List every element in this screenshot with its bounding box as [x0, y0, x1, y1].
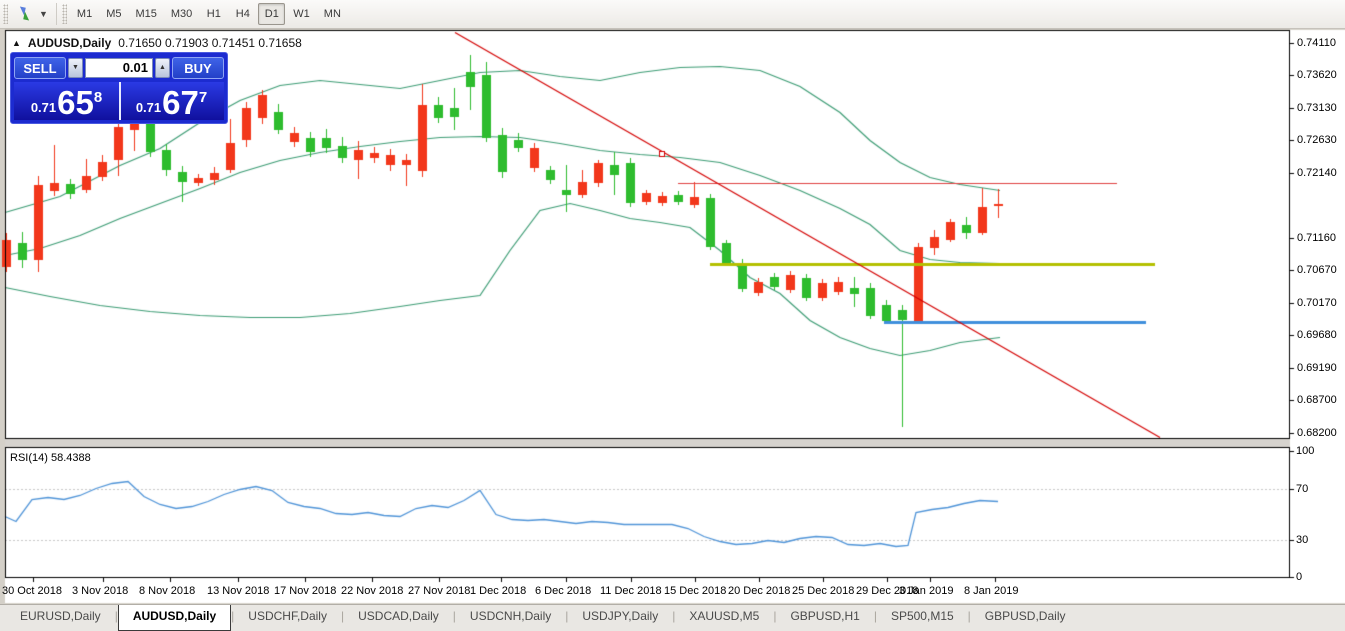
date-axis-label: 20 Dec 2018 — [728, 585, 791, 597]
price-axis-label: 0.70670 — [1297, 264, 1337, 276]
timeframe-button-mn[interactable]: MN — [323, 8, 341, 20]
symbol-tab-xauusd[interactable]: XAUUSD,M5 — [689, 609, 760, 623]
one-click-trading-panel: SELL ▼ 0.01 ▲ BUY 0.71 65 8 0.71 67 7 — [10, 52, 228, 124]
timeframe-button-m30[interactable]: M30 — [170, 8, 193, 20]
date-axis-label: 1 Dec 2018 — [470, 585, 527, 597]
price-axis-label: 0.68200 — [1297, 427, 1337, 439]
tab-separator: | — [565, 609, 569, 623]
chevron-down-icon[interactable]: ▼ — [39, 9, 48, 19]
symbol-tab-audusd[interactable]: AUDUSD,Daily — [117, 605, 232, 631]
rsi-level-label: 0 — [1296, 571, 1303, 583]
symbol-tab-usdcnh[interactable]: USDCNH,Daily — [469, 609, 552, 623]
buy-price-display[interactable]: 0.71 67 7 — [119, 82, 224, 120]
sell-button[interactable]: SELL — [14, 57, 66, 79]
symbol-tab-bar: EURUSD,Daily | AUDUSD,Daily | USDCHF,Daily | U… — [0, 604, 1345, 631]
sell-price-big: 65 — [57, 84, 94, 121]
timeframe-button-h1[interactable]: H1 — [206, 8, 221, 20]
tab-separator: | — [967, 609, 971, 623]
date-axis-label: 3 Nov 2018 — [72, 585, 129, 597]
date-axis-label: 15 Dec 2018 — [664, 585, 727, 597]
toolbar: ▼ M1 M5 M15 M30 H1 H4 D1 W1 MN — [0, 0, 1345, 29]
timeframe-button-group: M1 M5 M15 M30 H1 H4 D1 W1 MN — [70, 3, 348, 25]
symbol-tab-usdjpy[interactable]: USDJPY,Daily — [582, 609, 659, 623]
lot-increase-button[interactable]: ▲ — [155, 58, 170, 78]
price-axis-label: 0.73130 — [1297, 102, 1337, 114]
symbol-tab-usdchf[interactable]: USDCHF,Daily — [248, 609, 327, 623]
toolbar-separator — [55, 3, 57, 25]
timeframe-button-d1[interactable]: D1 — [258, 3, 286, 25]
price-axis-label: 0.71160 — [1297, 232, 1336, 244]
price-axis-label: 0.69680 — [1297, 329, 1337, 341]
toolbar-grip[interactable] — [3, 4, 8, 24]
date-axis-label: 17 Nov 2018 — [274, 585, 337, 597]
timeframe-button-m5[interactable]: M5 — [106, 8, 122, 20]
sell-price-prefix: 0.71 — [30, 100, 57, 115]
ohlc-values: 0.71650 0.71903 0.71451 0.71658 — [118, 36, 302, 50]
buy-button[interactable]: BUY — [172, 57, 224, 79]
lot-size-input[interactable]: 0.01 — [85, 58, 153, 78]
sell-price-display[interactable]: 0.71 65 8 — [14, 82, 119, 120]
collapse-triangle-icon[interactable]: ▲ — [12, 38, 21, 48]
arrange-charts-icon[interactable] — [17, 5, 37, 23]
tab-separator: | — [452, 609, 456, 623]
symbol-tab-usdcad[interactable]: USDCAD,Daily — [358, 609, 439, 623]
date-axis-label: 22 Nov 2018 — [341, 585, 404, 597]
price-axis-label: 0.70170 — [1297, 297, 1337, 309]
buy-price-prefix: 0.71 — [135, 100, 162, 115]
symbol-tab-gbpusd[interactable]: GBPUSD,Daily — [984, 609, 1066, 623]
price-panel-divider — [119, 82, 121, 120]
price-axis-label: 0.73620 — [1297, 69, 1337, 81]
timeframe-button-m1[interactable]: M1 — [76, 8, 93, 20]
timeframe-button-w1[interactable]: W1 — [293, 8, 310, 20]
chart-title: ▲ AUDUSD,Daily 0.71650 0.71903 0.71451 0… — [12, 36, 302, 50]
price-axis-label: 0.72630 — [1297, 134, 1337, 146]
tab-separator: | — [773, 609, 777, 623]
buy-price-pip: 7 — [198, 89, 208, 106]
timeframe-button-m15[interactable]: M15 — [135, 8, 157, 20]
timeframe-button-h4[interactable]: H4 — [235, 8, 250, 20]
date-axis-label: 13 Nov 2018 — [207, 585, 270, 597]
tab-separator: | — [340, 609, 345, 623]
price-axis-label: 0.68700 — [1297, 394, 1337, 406]
date-axis-label: 8 Jan 2019 — [964, 585, 1019, 597]
date-axis-label: 29 Dec 2018 — [856, 585, 919, 597]
date-axis-label: 11 Dec 2018 — [600, 585, 662, 597]
tab-separator: | — [672, 609, 676, 623]
tab-separator: | — [114, 609, 118, 623]
rsi-level-label: 100 — [1296, 445, 1315, 457]
lot-decrease-button[interactable]: ▼ — [68, 58, 83, 78]
price-axis-label: 0.69190 — [1297, 362, 1337, 374]
buy-price-big: 67 — [162, 84, 199, 121]
indicator-label: RSI(14) 58.4388 — [10, 452, 91, 464]
date-axis-label: 27 Nov 2018 — [408, 585, 471, 597]
symbol-tab-gbpusd[interactable]: GBPUSD,H1 — [790, 609, 860, 623]
rsi-level-label: 70 — [1296, 483, 1309, 495]
price-axis-label: 0.72140 — [1297, 167, 1337, 179]
date-axis-label: 25 Dec 2018 — [792, 585, 855, 597]
date-axis-label: 30 Oct 2018 — [2, 585, 62, 597]
date-axis-label: 8 Nov 2018 — [139, 585, 196, 597]
date-axis-label: 6 Dec 2018 — [535, 585, 592, 597]
symbol-period-label: AUDUSD,Daily — [27, 36, 112, 50]
sell-price-pip: 8 — [93, 89, 103, 106]
symbol-tab-eurusd[interactable]: EURUSD,Daily — [20, 609, 101, 623]
symbol-tab-sp500[interactable]: SP500,M15 — [890, 609, 954, 623]
tab-separator: | — [873, 609, 877, 623]
price-axis-label: 0.74110 — [1297, 37, 1336, 49]
tab-separator: | — [231, 609, 235, 623]
rsi-level-label: 30 — [1296, 534, 1309, 546]
date-axis-label: 3 Jan 2019 — [899, 585, 954, 597]
toolbar-grip[interactable] — [61, 4, 67, 24]
